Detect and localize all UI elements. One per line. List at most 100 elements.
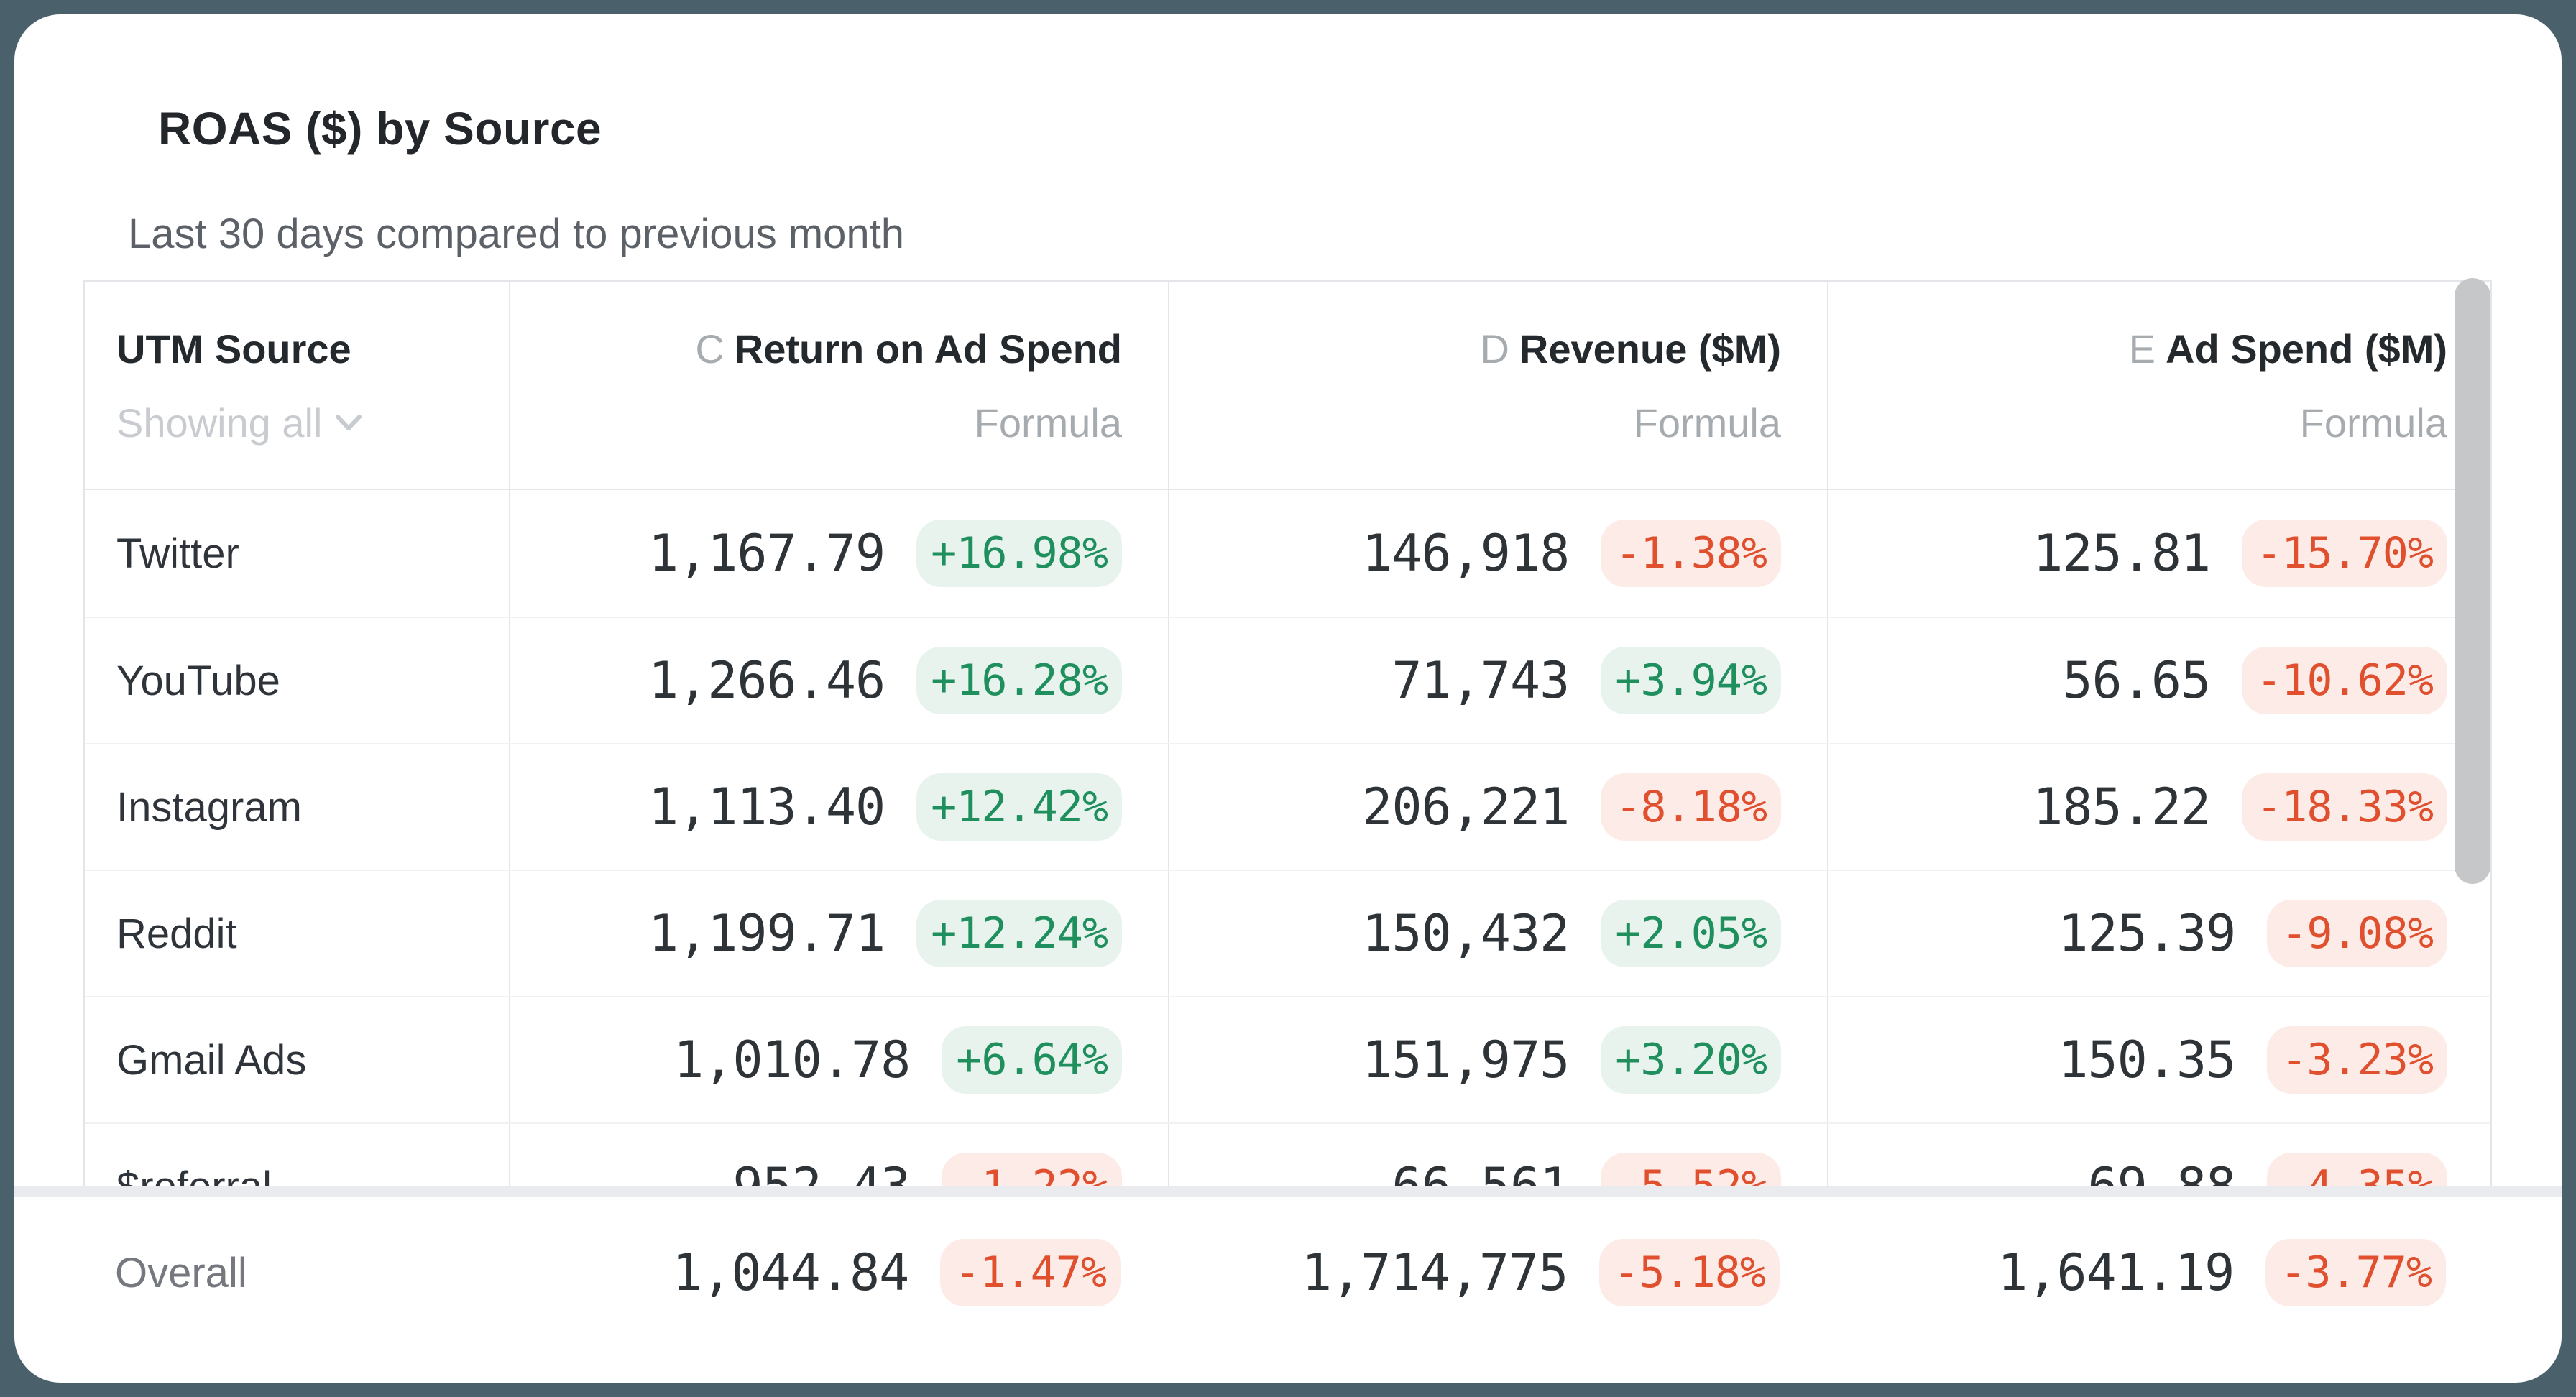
revenue-cell: 150,432 +2.05% <box>1168 871 1827 996</box>
revenue-cell: 66,561 -5.52% <box>1168 1124 1827 1186</box>
metric-value: 952.43 <box>732 1157 911 1186</box>
metric-value: 1,044.84 <box>672 1243 909 1302</box>
roas-widget-card: ROAS ($) by Source Last 30 days compared… <box>14 14 2562 1383</box>
adspend-cell: 1,641.19 -3.77% <box>1826 1197 2492 1348</box>
column-header-utm-source: UTM Source Showing all <box>85 282 509 489</box>
revenue-cell: 1,714,775 -5.18% <box>1167 1197 1826 1348</box>
column-title: C Return on Ad Spend <box>542 326 1122 372</box>
utm-source-header-label: UTM Source <box>116 326 351 372</box>
column-label: Ad Spend ($M) <box>2166 326 2447 372</box>
metric-value: 1,714,775 <box>1301 1243 1568 1302</box>
adspend-cell: 150.35 -3.23% <box>1827 997 2490 1122</box>
metric-value: 150.35 <box>2058 1031 2236 1089</box>
adspend-cell: 56.65 -10.62% <box>1827 618 2490 743</box>
delta-badge: -4.35% <box>2267 1153 2447 1186</box>
table-row-youtube: YouTube 1,266.46 +16.28% 71,743 +3.94% 5… <box>85 617 2490 743</box>
column-title: D Revenue ($M) <box>1201 326 1781 372</box>
roas-cell: 1,266.46 +16.28% <box>509 618 1168 743</box>
overall-label: Overall <box>115 1249 247 1296</box>
delta-badge: -5.52% <box>1601 1153 1781 1186</box>
metric-value: 125.39 <box>2058 904 2236 963</box>
showing-all-filter[interactable]: Showing all <box>116 400 362 446</box>
column-label: Revenue ($M) <box>1519 326 1781 372</box>
delta-badge: -3.77% <box>2266 1239 2446 1306</box>
column-header-revenue[interactable]: D Revenue ($M) Formula <box>1168 282 1827 489</box>
roas-cell: 1,113.40 +12.42% <box>509 744 1168 870</box>
metric-value: 185.22 <box>2033 778 2211 836</box>
metric-value: 1,167.79 <box>648 524 886 583</box>
delta-badge: +16.28% <box>916 647 1122 714</box>
delta-badge: +12.24% <box>916 900 1122 967</box>
metric-value: 1,266.46 <box>648 651 886 710</box>
footer-divider <box>14 1186 2562 1197</box>
column-header-adspend[interactable]: E Ad Spend ($M) Formula <box>1827 282 2493 489</box>
column-title: E Ad Spend ($M) <box>1860 326 2447 372</box>
revenue-cell: 71,743 +3.94% <box>1168 618 1827 743</box>
delta-badge: -3.23% <box>2267 1026 2447 1094</box>
delta-badge: -1.47% <box>940 1239 1121 1306</box>
delta-badge: -5.18% <box>1599 1239 1780 1306</box>
source-label: Instagram <box>116 783 302 831</box>
table-body-viewport: Twitter 1,167.79 +16.98% 146,918 -1.38% … <box>83 489 2492 1186</box>
table-row-twitter: Twitter 1,167.79 +16.98% 146,918 -1.38% … <box>85 490 2490 617</box>
delta-badge: +3.94% <box>1601 647 1781 714</box>
metric-value: 146,918 <box>1362 524 1570 583</box>
column-label: Return on Ad Spend <box>734 326 1122 372</box>
roas-cell: 1,010.78 +6.64% <box>509 997 1168 1122</box>
table-footer-row: Overall 1,044.84 -1.47% 1,714,775 -5.18%… <box>83 1197 2492 1348</box>
adspend-cell: 125.39 -9.08% <box>1827 871 2490 996</box>
column-letter: D <box>1480 326 1509 372</box>
roas-table: UTM Source Showing all C Return on Ad Spe… <box>83 280 2492 1186</box>
metric-value: 56.65 <box>2062 651 2211 710</box>
source-label: $referral <box>85 1124 509 1186</box>
adspend-cell: 185.22 -18.33% <box>1827 744 2490 870</box>
table-row-instagram: Instagram 1,113.40 +12.42% 206,221 -8.18… <box>85 743 2490 870</box>
table-row-referral: $referral 952.43 -1.22% 66,561 -5.52% 69… <box>85 1122 2490 1186</box>
revenue-cell: 151,975 +3.20% <box>1168 997 1827 1122</box>
delta-badge: -8.18% <box>1601 773 1781 841</box>
column-letter: C <box>695 326 724 372</box>
metric-value: 125.81 <box>2033 524 2211 583</box>
delta-badge: -1.22% <box>942 1153 1122 1186</box>
metric-value: 1,641.19 <box>1997 1243 2235 1302</box>
table-row-gmail-ads: Gmail Ads 1,010.78 +6.64% 151,975 +3.20%… <box>85 996 2490 1122</box>
column-header-roas[interactable]: C Return on Ad Spend Formula <box>509 282 1168 489</box>
source-label: Twitter <box>116 530 239 577</box>
delta-badge: +6.64% <box>942 1026 1122 1094</box>
column-letter: E <box>2128 326 2156 372</box>
roas-cell: 1,044.84 -1.47% <box>507 1197 1167 1348</box>
filter-label: Showing all <box>116 400 323 446</box>
column-formula-label: Formula <box>2299 400 2447 446</box>
delta-badge: +16.98% <box>916 520 1122 587</box>
chevron-down-icon <box>336 415 362 430</box>
source-label: Reddit <box>116 910 237 957</box>
vertical-scrollbar-thumb[interactable] <box>2455 278 2490 884</box>
delta-badge: -15.70% <box>2242 520 2447 587</box>
metric-value: 151,975 <box>1362 1031 1570 1089</box>
metric-value: 1,199.71 <box>648 904 886 963</box>
delta-badge: -10.62% <box>2242 647 2447 714</box>
roas-cell: 1,199.71 +12.24% <box>509 871 1168 996</box>
table-row-reddit: Reddit 1,199.71 +12.24% 150,432 +2.05% 1… <box>85 870 2490 996</box>
source-label: Gmail Ads <box>116 1036 307 1084</box>
column-formula-label: Formula <box>1633 400 1781 446</box>
source-label: YouTube <box>116 657 280 704</box>
metric-value: 69.88 <box>2088 1157 2237 1186</box>
metric-value: 150,432 <box>1362 904 1570 963</box>
metric-value: 66,561 <box>1392 1157 1570 1186</box>
delta-badge: +12.42% <box>916 773 1122 841</box>
delta-badge: +3.20% <box>1601 1026 1781 1094</box>
revenue-cell: 206,221 -8.18% <box>1168 744 1827 870</box>
revenue-cell: 146,918 -1.38% <box>1168 490 1827 617</box>
page-subtitle: Last 30 days compared to previous month <box>128 211 905 257</box>
table-header-row: UTM Source Showing all C Return on Ad Spe… <box>83 280 2492 489</box>
delta-badge: +2.05% <box>1601 900 1781 967</box>
delta-badge: -1.38% <box>1601 520 1781 587</box>
metric-value: 1,010.78 <box>673 1031 911 1089</box>
delta-badge: -9.08% <box>2267 900 2447 967</box>
roas-cell: 1,167.79 +16.98% <box>509 490 1168 617</box>
delta-badge: -18.33% <box>2242 773 2447 841</box>
metric-value: 1,113.40 <box>648 778 886 836</box>
adspend-cell: 69.88 -4.35% <box>1827 1124 2490 1186</box>
page-title: ROAS ($) by Source <box>158 103 602 155</box>
